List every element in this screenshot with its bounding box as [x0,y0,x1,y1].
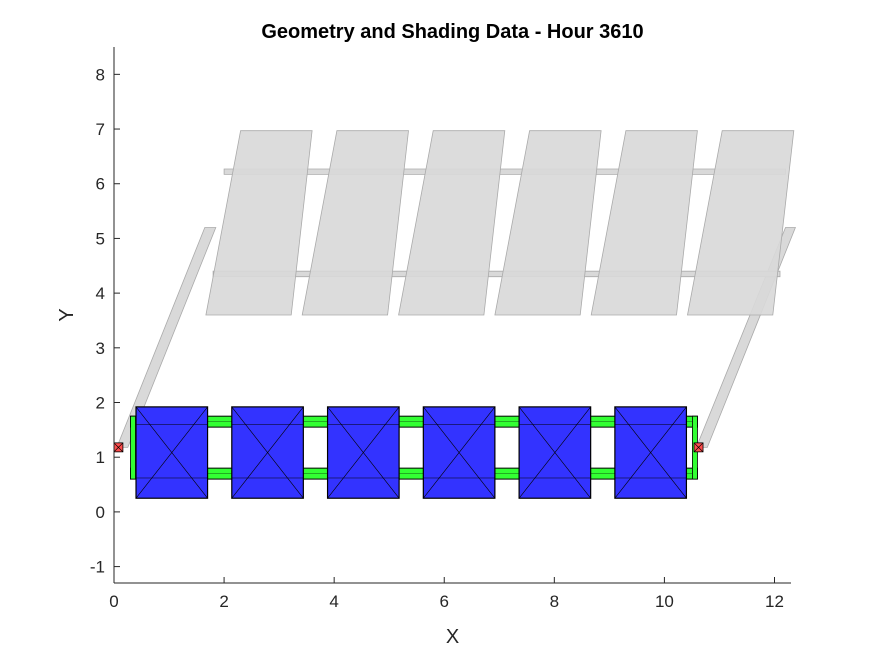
y-axis-label: Y [56,308,78,321]
x-tick-label: 8 [550,592,559,611]
x-tick-label: 2 [219,592,228,611]
y-tick-label: 6 [96,175,105,194]
x-tick-label: 12 [765,592,784,611]
x-tick-label: 4 [329,592,338,611]
module-diagonal-b-2 [231,406,304,499]
shade-panel-5 [590,130,698,316]
shade-panel-4 [494,130,602,316]
module-diagonal-b-1 [135,406,208,499]
module-diagonal-b-3 [327,406,400,499]
support-beams [130,415,698,480]
shade-panel-3 [398,130,506,316]
y-tick-label: 4 [96,284,105,303]
y-tick-label: 0 [96,503,105,522]
shading-geometry [116,130,796,448]
shade-panel-2 [301,130,409,316]
shade-rail-1 [223,168,786,175]
shade-strut-1 [116,227,217,448]
marker-cross-b-1 [113,442,124,453]
y-tick-label: -1 [90,558,105,577]
chart-title: Geometry and Shading Data - Hour 3610 [261,21,643,43]
beam-end-left [130,415,136,480]
x-tick-label: 6 [440,592,449,611]
x-tick-label: 10 [655,592,674,611]
module-diagonal-b-4 [423,406,496,499]
shade-panel-1 [205,130,313,316]
x-axis-label: X [446,626,459,648]
y-tick-label: 8 [96,65,105,84]
marker-cross-b-2 [693,442,704,453]
x-tick-label: 0 [109,592,118,611]
y-tick-label: 1 [96,448,105,467]
y-tick-label: 2 [96,394,105,413]
y-tick-label: 5 [96,229,105,248]
y-tick-label: 3 [96,339,105,358]
y-tick-label: 7 [96,120,105,139]
module-diagonal-b-5 [518,406,591,499]
pv-modules [135,406,688,499]
module-diagonal-b-6 [614,406,687,499]
shade-panel-6 [687,130,795,316]
